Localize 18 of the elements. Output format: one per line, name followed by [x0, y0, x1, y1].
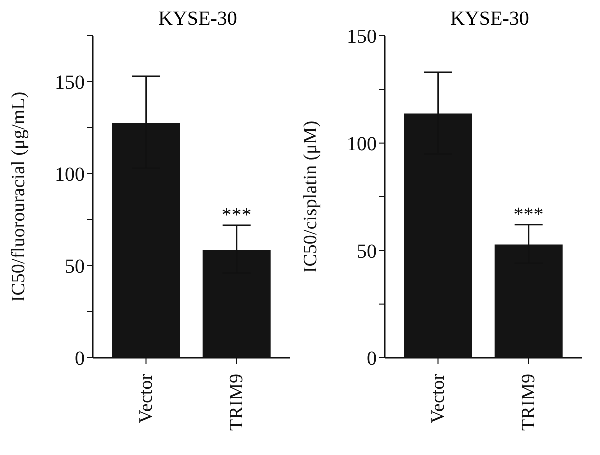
chart-title: KYSE-30 — [450, 8, 530, 30]
annotation: *** — [222, 204, 252, 227]
y-tick-label: 50 — [357, 240, 377, 263]
x-tick-label: Vector — [428, 373, 449, 424]
annotation: *** — [514, 204, 544, 226]
x-tick-label: TRIM9 — [518, 374, 540, 431]
y-tick-label: 50 — [65, 256, 85, 278]
x-tick-label: Vector — [136, 373, 157, 424]
y-tick-label: 0 — [367, 348, 377, 370]
y-axis-title: IC50/cisplatin (μM) — [300, 120, 322, 274]
y-tick-label: 100 — [55, 164, 85, 186]
x-tick-label: TRIM9 — [226, 374, 248, 431]
y-tick-label: 150 — [55, 72, 85, 94]
chart-title: KYSE-30 — [158, 8, 238, 30]
y-tick-label: 0 — [75, 348, 85, 370]
y-tick-label: 100 — [347, 133, 377, 156]
y-tick-label: 150 — [347, 26, 377, 48]
y-axis-title: IC50/fluorouracial (μg/mL) — [8, 92, 30, 302]
